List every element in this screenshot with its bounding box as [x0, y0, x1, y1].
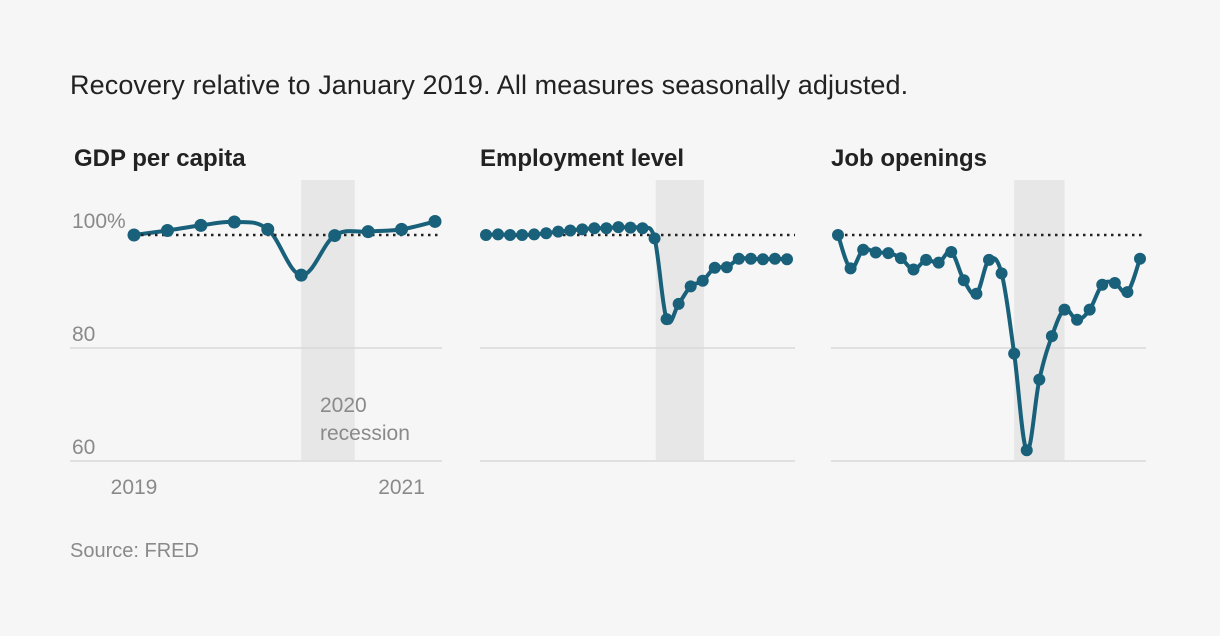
data-point: [894, 252, 907, 265]
panel-0: 100% 80 60 2019 2021 2020 recession: [70, 180, 442, 499]
data-point: [857, 243, 870, 256]
data-point: [932, 256, 945, 269]
data-point: [756, 253, 769, 266]
recession-annotation-line2: recession: [320, 422, 410, 445]
panel-1: [480, 180, 795, 462]
data-point: [882, 247, 895, 260]
data-point: [1108, 277, 1121, 290]
source-note: Source: FRED: [70, 540, 199, 562]
y-tick-label: 100%: [72, 210, 126, 233]
data-point: [1134, 252, 1146, 265]
data-point: [720, 261, 733, 274]
data-point: [684, 280, 697, 293]
data-point: [1071, 313, 1084, 326]
data-point: [1096, 278, 1109, 291]
data-point: [1008, 347, 1021, 360]
data-point: [395, 222, 409, 236]
data-point: [970, 287, 983, 300]
panel-title-gdp: GDP per capita: [74, 145, 246, 172]
series-line: [484, 225, 789, 325]
data-point: [844, 262, 857, 275]
data-point: [261, 222, 275, 236]
series-line: [132, 219, 437, 278]
data-point: [294, 268, 308, 282]
data-point: [492, 228, 505, 241]
data-point: [672, 297, 685, 310]
data-point: [732, 252, 745, 265]
data-point: [1121, 286, 1134, 299]
x-tick-label: 2019: [111, 476, 158, 499]
panel-2: [831, 180, 1146, 462]
y-tick-label: 80: [72, 323, 95, 346]
data-point: [540, 227, 553, 240]
data-point: [227, 215, 241, 229]
data-point: [781, 253, 793, 266]
panel-title-employment: Employment level: [480, 145, 685, 172]
x-tick-label: 2021: [378, 476, 425, 499]
data-point: [869, 246, 882, 259]
data-point: [552, 225, 565, 238]
data-point: [1083, 303, 1096, 316]
data-point: [127, 228, 141, 242]
data-point: [361, 225, 375, 239]
data-point: [1020, 444, 1033, 457]
recession-annotation-line1: 2020: [320, 394, 367, 417]
data-point: [907, 263, 920, 276]
data-point: [832, 229, 844, 241]
data-point: [428, 214, 442, 228]
y-tick-label: 60: [72, 436, 95, 459]
data-point: [1045, 330, 1058, 343]
panel-title-job-openings: Job openings: [831, 145, 987, 172]
data-point: [744, 252, 757, 265]
data-point: [1058, 303, 1071, 316]
data-point: [480, 229, 492, 241]
series-line: [836, 233, 1142, 453]
data-point: [588, 222, 601, 235]
data-point: [600, 222, 613, 235]
chart-subtitle: Recovery relative to January 2019. All m…: [70, 70, 909, 100]
data-point: [983, 253, 995, 266]
data-point: [624, 221, 637, 234]
data-point: [648, 232, 661, 245]
data-point: [160, 223, 174, 237]
data-point: [504, 229, 517, 241]
data-point: [328, 229, 342, 243]
data-point: [920, 253, 933, 266]
data-point: [995, 267, 1008, 280]
data-point: [576, 223, 589, 236]
data-point: [516, 229, 529, 241]
data-point: [660, 313, 673, 326]
data-point: [945, 245, 958, 258]
data-point: [194, 218, 208, 232]
data-point: [1033, 373, 1046, 386]
data-point: [636, 222, 649, 235]
data-point: [768, 252, 781, 265]
data-point: [957, 274, 970, 287]
recession-band: [301, 180, 355, 460]
data-point: [564, 224, 577, 237]
data-point: [528, 228, 541, 241]
data-point: [708, 261, 721, 274]
data-point: [612, 221, 625, 234]
data-point: [696, 274, 709, 287]
